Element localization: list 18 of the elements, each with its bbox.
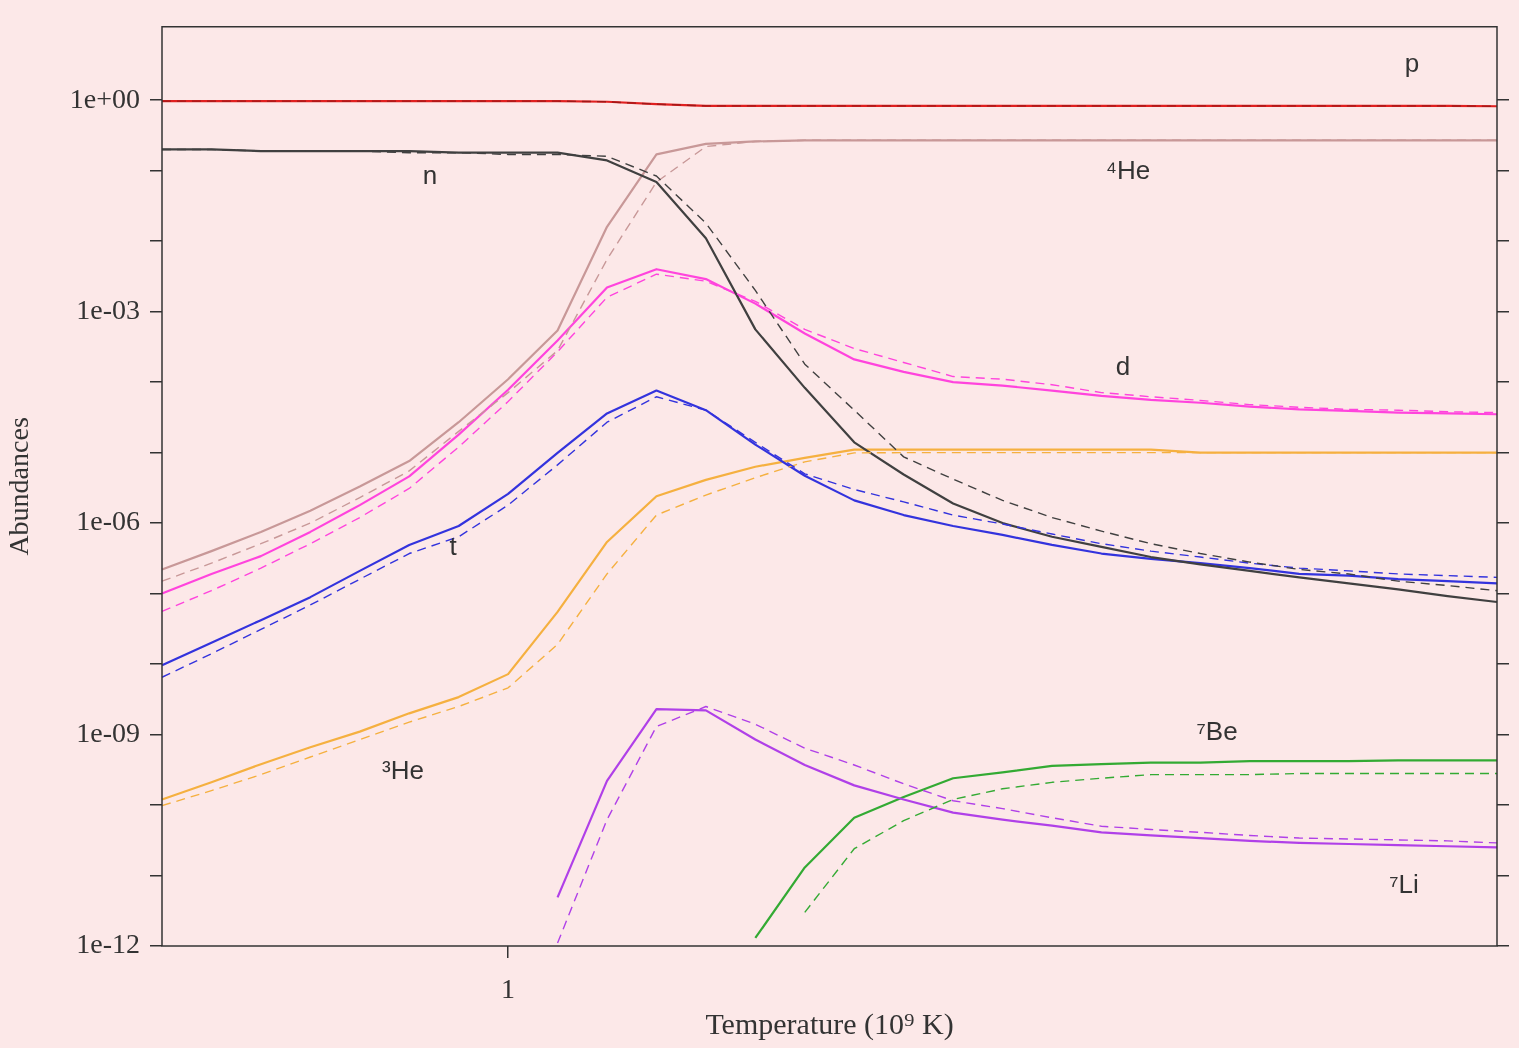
annotation: ⁷Be [1196, 716, 1238, 747]
y-tick-label: 1e+00 [69, 82, 140, 114]
annotation: ⁷Li [1389, 869, 1419, 900]
line-series [556, 705, 1498, 944]
annotation: p [1404, 48, 1420, 79]
y-axis-title: Abundances [3, 417, 35, 556]
line-series [804, 772, 1498, 914]
x-axis-title: Temperature (10⁹ K) [705, 1006, 954, 1041]
x-tick-label: 1 [501, 973, 516, 1005]
y-tick-label: 1e-03 [76, 294, 140, 326]
annotation: ⁴He [1105, 155, 1151, 186]
annotation: t [449, 531, 458, 562]
y-tick-label: 1e-12 [76, 928, 140, 960]
y-tick-label: 1e-09 [76, 716, 140, 748]
annotation: ³He [382, 755, 424, 786]
y-tick-label: 1e-06 [76, 505, 140, 537]
annotation: n [422, 160, 438, 191]
annotation: d [1115, 351, 1131, 382]
